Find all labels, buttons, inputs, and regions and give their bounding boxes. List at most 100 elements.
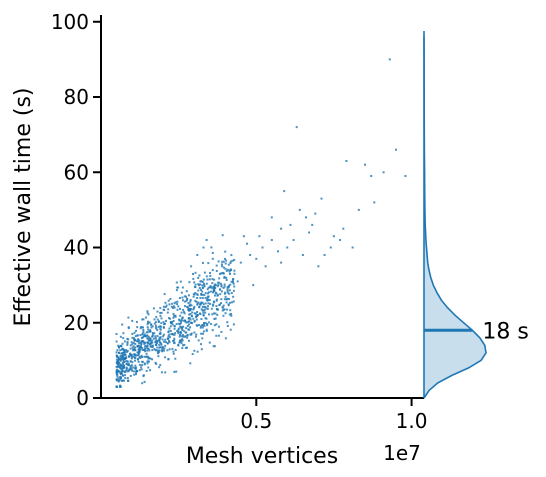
scatter-point: [209, 285, 212, 288]
scatter-point: [158, 343, 161, 346]
scatter-point: [172, 305, 175, 308]
scatter-point: [127, 363, 130, 366]
scatter-point: [169, 325, 172, 328]
scatter-point: [210, 323, 213, 325]
scatter-point: [202, 332, 204, 335]
scatter-point: [143, 333, 146, 336]
scatter-point: [214, 291, 217, 294]
scatter-point: [189, 362, 192, 365]
y-tick-label: 0: [76, 386, 89, 410]
scatter-point: [277, 250, 279, 253]
scatter-point: [126, 370, 129, 373]
scatter-point: [161, 338, 164, 341]
scatter-point: [185, 327, 188, 330]
scatter-point: [214, 284, 217, 287]
scatter-point: [220, 330, 223, 333]
scatter-point: [203, 282, 205, 285]
scatter-point: [129, 347, 132, 350]
scatter-point: [209, 274, 212, 277]
scatter-point: [204, 296, 207, 299]
scatter-point: [121, 372, 123, 375]
scatter-point: [149, 369, 152, 372]
scatter-point: [187, 328, 190, 331]
scatter-point: [229, 283, 232, 286]
scatter-point: [168, 336, 171, 339]
scatter-point: [147, 313, 150, 316]
scatter-point: [147, 320, 149, 323]
scatter-point: [150, 324, 153, 327]
scatter-point: [213, 285, 216, 288]
scatter-point: [246, 242, 248, 245]
scatter-point: [317, 265, 320, 268]
scatter-point: [226, 297, 229, 300]
scatter-point: [117, 346, 120, 349]
scatter-point: [119, 384, 122, 387]
scatter-point: [172, 306, 174, 309]
scatter-point: [217, 260, 220, 263]
scatter-point: [212, 286, 215, 288]
scatter-point: [181, 286, 184, 289]
scatter-point: [218, 281, 221, 284]
scatter-point: [226, 286, 229, 289]
scatter-point: [119, 356, 122, 359]
scatter-point: [164, 356, 167, 359]
scatter-point: [292, 239, 295, 241]
scatter-point: [163, 293, 166, 296]
scatter-point: [133, 331, 136, 334]
scatter-point: [181, 339, 184, 342]
scatter-point: [163, 340, 166, 343]
scatter-point: [154, 337, 157, 340]
scatter-point: [298, 208, 301, 211]
scatter-point: [204, 306, 207, 309]
scatter-point: [146, 344, 149, 347]
scatter-point: [116, 368, 119, 371]
scatter-point: [208, 278, 211, 281]
scatter-point: [115, 340, 118, 343]
scatter-point: [135, 340, 138, 343]
scatter-point: [122, 360, 125, 363]
kde-fill: [424, 36, 486, 399]
scatter-point: [183, 310, 185, 313]
scatter-point: [193, 307, 195, 310]
scatter-point: [159, 325, 162, 328]
scatter-point: [155, 342, 158, 345]
scatter-point: [172, 320, 175, 322]
scatter-point: [146, 310, 149, 313]
scatter-point: [157, 349, 160, 352]
scatter-point: [216, 313, 219, 316]
scatter-point: [182, 308, 185, 311]
scatter-point: [139, 334, 142, 337]
scatter-point: [140, 354, 143, 357]
scatter-point: [215, 334, 218, 337]
scatter-point: [208, 313, 210, 316]
scatter-point: [124, 370, 127, 373]
scatter-point: [150, 326, 153, 329]
scatter-point: [190, 321, 193, 324]
scatter-point: [229, 328, 232, 331]
scatter-point: [191, 311, 194, 314]
scatter-point: [161, 346, 164, 349]
scatter-point: [126, 349, 129, 352]
scatter-point: [172, 316, 175, 319]
scatter-point: [270, 216, 273, 219]
scatter-point: [199, 326, 202, 329]
scatter-point: [215, 323, 218, 326]
scatter-point: [192, 295, 195, 298]
scatter-point: [167, 335, 170, 338]
scatter-point: [209, 286, 212, 289]
scatter-point: [178, 335, 181, 338]
scatter-point: [136, 334, 139, 337]
scatter-point: [155, 362, 158, 365]
scatter-point: [200, 288, 202, 291]
scatter-point: [270, 239, 273, 241]
scatter-point: [345, 160, 348, 162]
scatter-point: [124, 353, 127, 356]
scatter-point: [167, 358, 170, 360]
scatter-point: [166, 342, 169, 345]
scatter-point: [226, 289, 229, 292]
scatter-point: [140, 339, 143, 342]
y-tick-label: 100: [51, 10, 89, 34]
scatter-point: [229, 309, 232, 312]
scatter-point: [140, 343, 143, 346]
scatter-point: [173, 333, 176, 336]
